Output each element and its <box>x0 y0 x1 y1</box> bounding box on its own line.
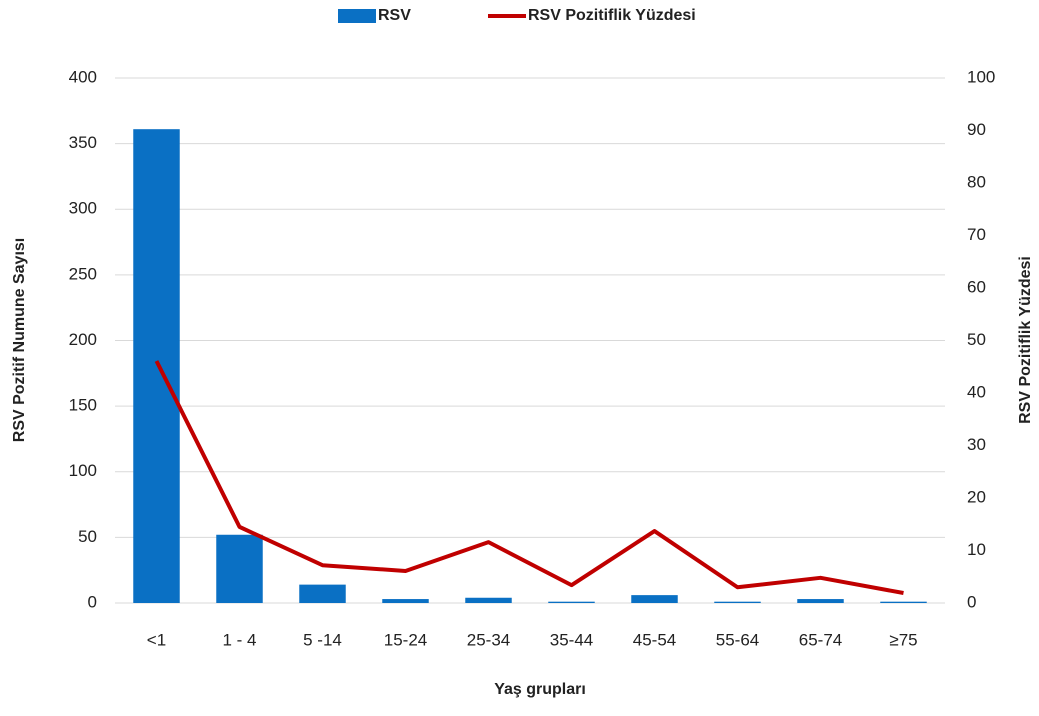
y-tick-label: 300 <box>69 199 97 218</box>
y-tick-label: 350 <box>69 133 97 152</box>
x-tick-label: 35-44 <box>550 630 593 649</box>
x-tick-label: 25-34 <box>467 630 510 649</box>
bar <box>714 601 761 603</box>
y2-axis-title: RSV Pozitiflik Yüzdesi <box>1017 256 1034 424</box>
bar <box>382 599 429 603</box>
legend-label: RSV Pozitiflik Yüzdesi <box>528 7 696 24</box>
x-tick-label: 55-64 <box>716 630 759 649</box>
y2-tick-label: 30 <box>967 435 986 454</box>
y2-tick-label: 50 <box>967 330 986 349</box>
x-tick-label: 1 - 4 <box>222 630 256 649</box>
y2-tick-label: 80 <box>967 172 986 191</box>
y-tick-label: 200 <box>69 330 97 349</box>
x-tick-label: ≥75 <box>889 630 917 649</box>
bar <box>548 601 595 603</box>
y2-tick-label: 0 <box>967 592 976 611</box>
x-axis-title: Yaş grupları <box>494 681 586 698</box>
y2-tick-label: 10 <box>967 540 986 559</box>
y2-tick-label: 100 <box>967 67 995 86</box>
y2-tick-label: 70 <box>967 225 986 244</box>
y2-tick-label: 20 <box>967 487 986 506</box>
legend-label: RSV <box>378 7 411 24</box>
bar <box>631 595 678 603</box>
bar <box>880 601 927 603</box>
bar <box>133 129 180 603</box>
y-axis-title: RSV Pozitif Numune Sayısı <box>11 238 28 442</box>
legend-swatch <box>338 9 376 23</box>
x-tick-label: 45-54 <box>633 630 676 649</box>
bar <box>465 597 512 603</box>
y2-tick-label: 60 <box>967 277 986 296</box>
x-tick-label: <1 <box>147 630 166 649</box>
bar <box>216 534 263 603</box>
x-tick-label: 15-24 <box>384 630 427 649</box>
y-tick-label: 100 <box>69 461 97 480</box>
line <box>154 360 904 595</box>
y-tick-label: 0 <box>88 592 97 611</box>
y-tick-label: 50 <box>78 527 97 546</box>
y2-tick-label: 90 <box>967 120 986 139</box>
bar <box>797 599 844 603</box>
y-tick-label: 400 <box>69 67 97 86</box>
y2-tick-label: 40 <box>967 382 986 401</box>
y-tick-label: 250 <box>69 264 97 283</box>
x-tick-label: 5 -14 <box>303 630 342 649</box>
bar <box>299 584 346 603</box>
y-tick-label: 150 <box>69 396 97 415</box>
x-tick-label: 65-74 <box>799 630 842 649</box>
